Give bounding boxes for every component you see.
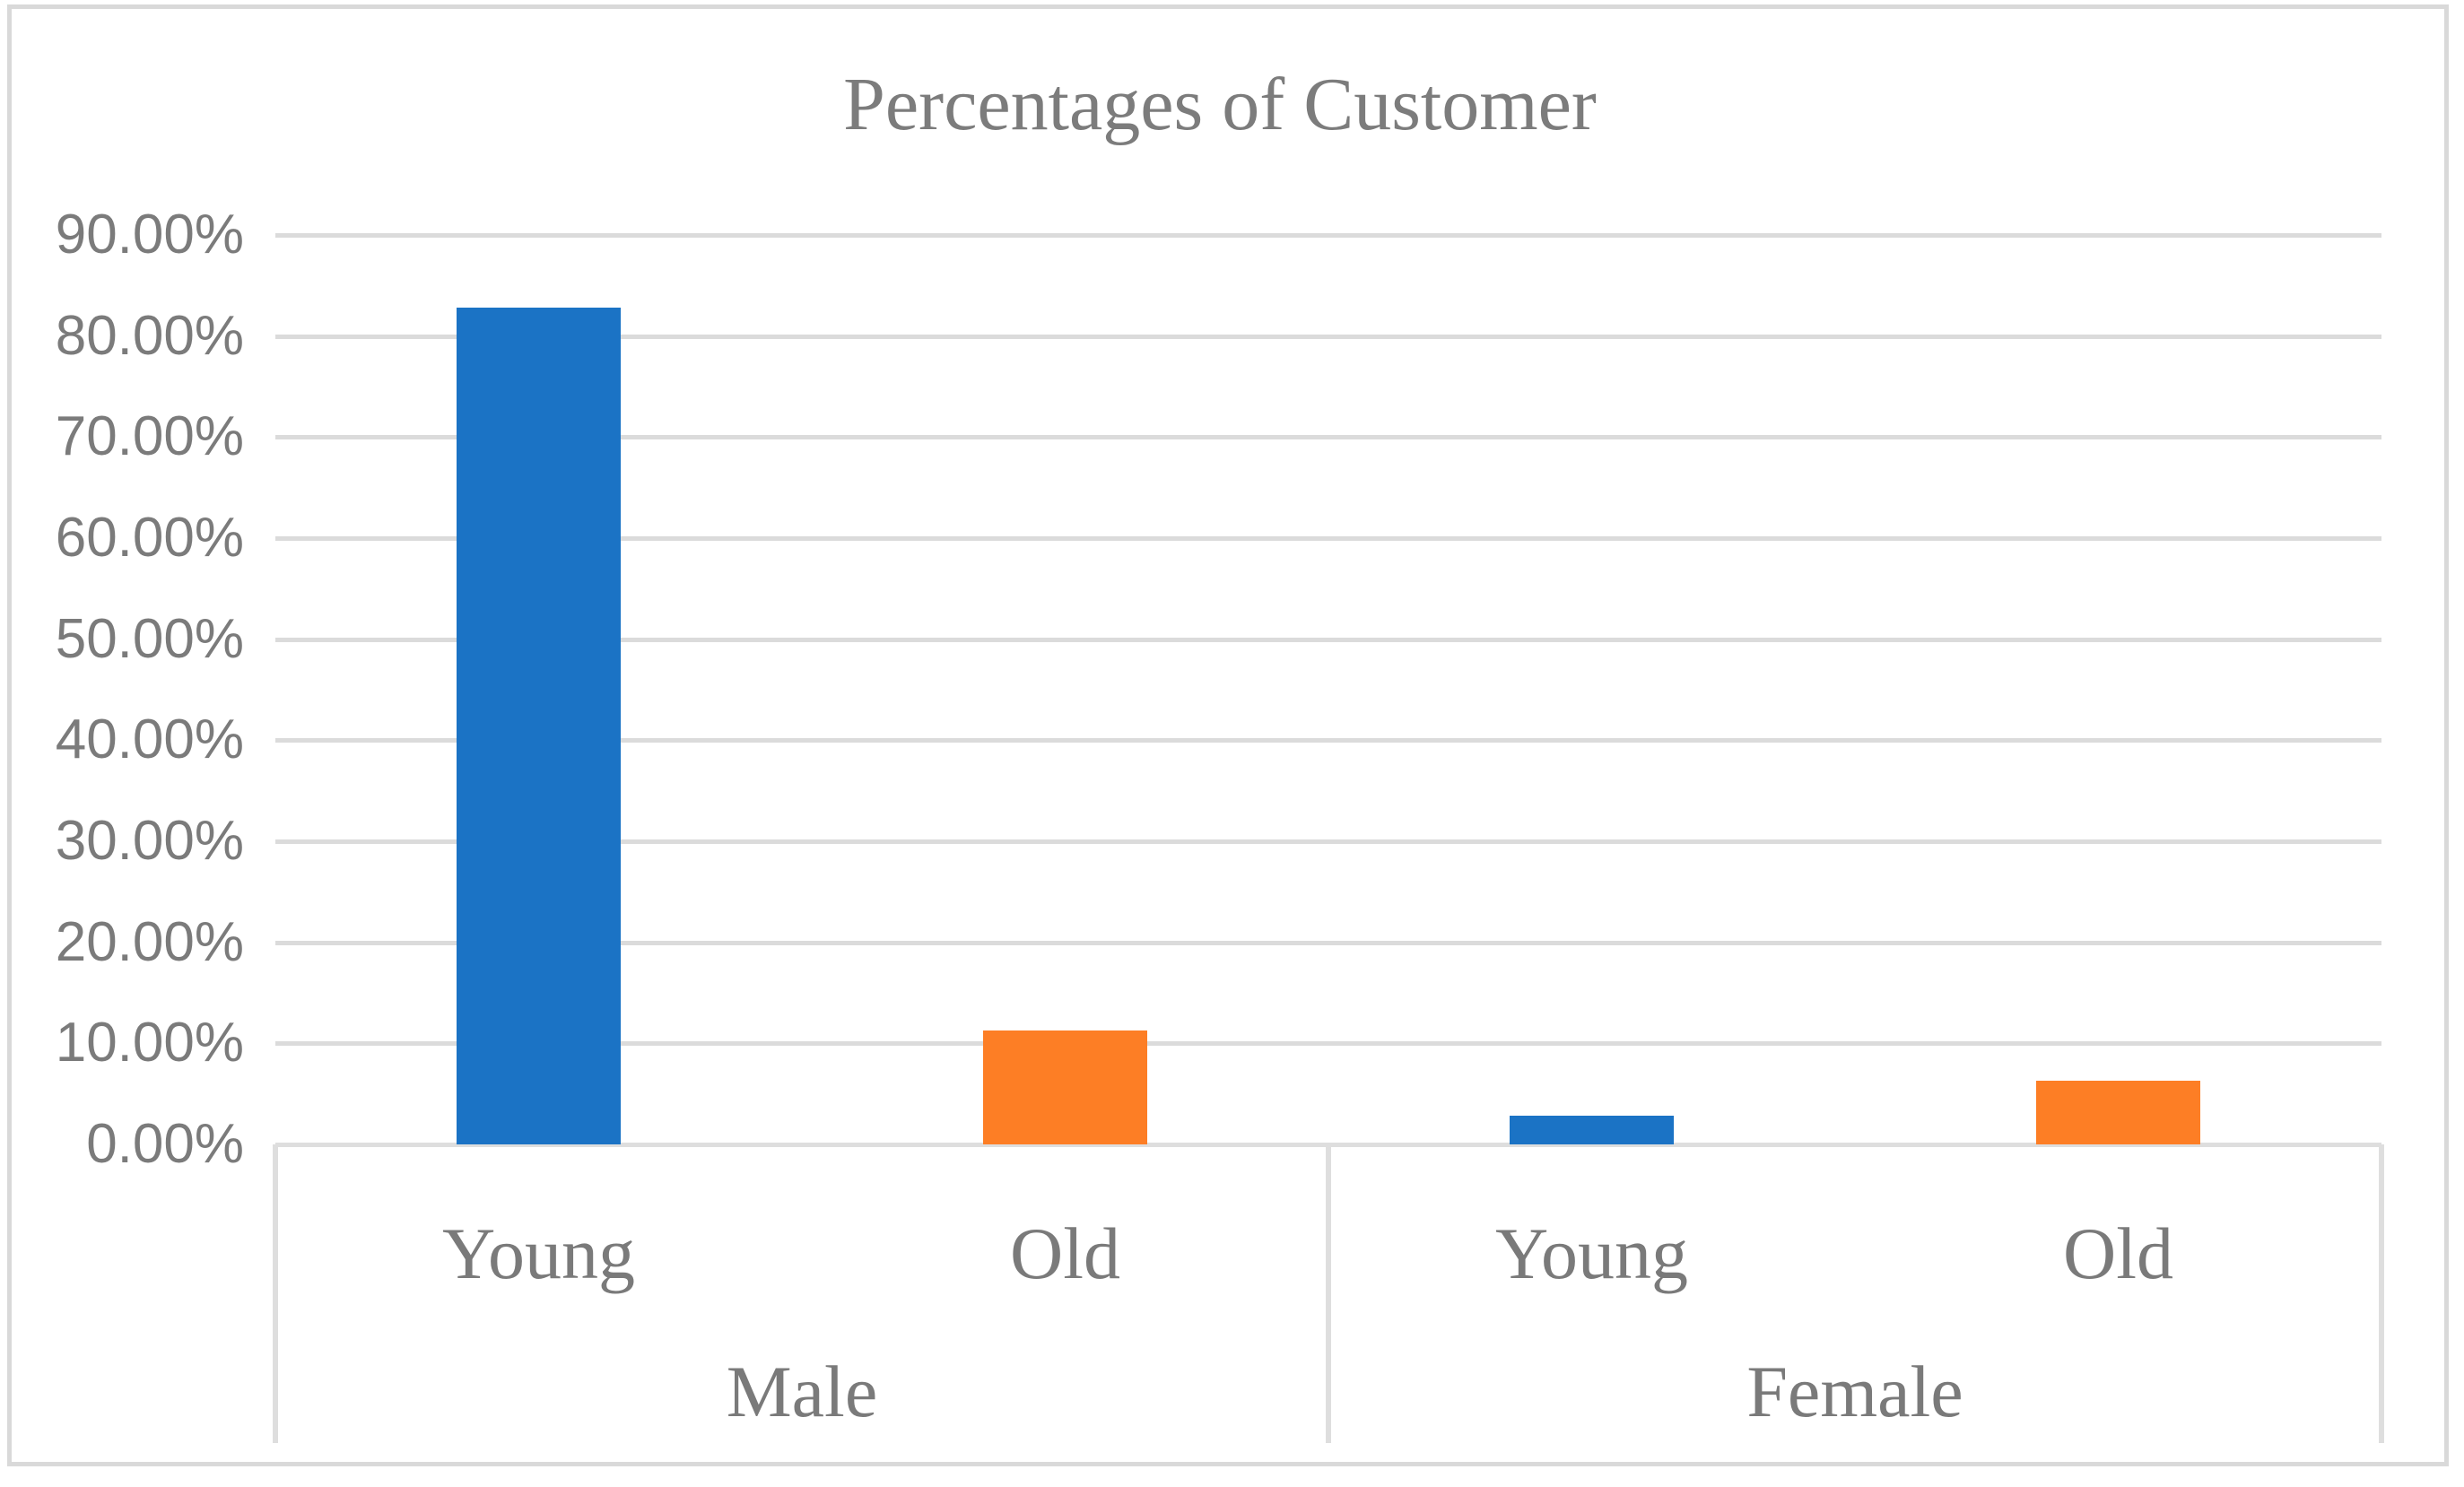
y-tick-label-70: 70.00% xyxy=(55,405,244,468)
figure-border xyxy=(7,4,2449,1466)
y-tick-label-20: 20.00% xyxy=(55,910,244,973)
category-table-right-line xyxy=(2379,1144,2384,1443)
gridline-10 xyxy=(275,1041,2381,1047)
gridline-20 xyxy=(275,940,2381,945)
y-tick-label-50: 50.00% xyxy=(55,607,244,670)
category-label-male-young: Young xyxy=(441,1213,635,1294)
gridline-50 xyxy=(275,637,2381,642)
bar-male-young xyxy=(457,308,621,1144)
gridline-60 xyxy=(275,536,2381,541)
group-divider-line xyxy=(1326,1144,1331,1443)
group-label-male: Male xyxy=(726,1351,878,1432)
bar-female-young xyxy=(1510,1116,1674,1144)
category-label-male-old: Old xyxy=(1010,1213,1120,1294)
bar-male-old xyxy=(983,1030,1147,1144)
gridline-40 xyxy=(275,738,2381,744)
y-tick-label-60: 60.00% xyxy=(55,507,244,569)
y-tick-label-80: 80.00% xyxy=(55,304,244,367)
category-label-female-old: Old xyxy=(2063,1213,2173,1294)
gridline-70 xyxy=(275,435,2381,440)
gridline-80 xyxy=(275,334,2381,339)
y-tick-label-10: 10.00% xyxy=(55,1012,244,1074)
bar-female-old xyxy=(2036,1081,2200,1144)
gridline-30 xyxy=(275,839,2381,844)
category-label-female-young: Young xyxy=(1494,1213,1688,1294)
y-tick-label-0: 0.00% xyxy=(86,1113,244,1175)
chart-title: Percentages of Customer xyxy=(843,63,1597,146)
gridline-90 xyxy=(275,233,2381,238)
y-tick-label-90: 90.00% xyxy=(55,204,244,265)
category-table-left-line xyxy=(273,1144,278,1443)
y-tick-label-30: 30.00% xyxy=(55,810,244,872)
y-tick-label-40: 40.00% xyxy=(55,709,244,771)
group-label-female: Female xyxy=(1746,1351,1963,1432)
